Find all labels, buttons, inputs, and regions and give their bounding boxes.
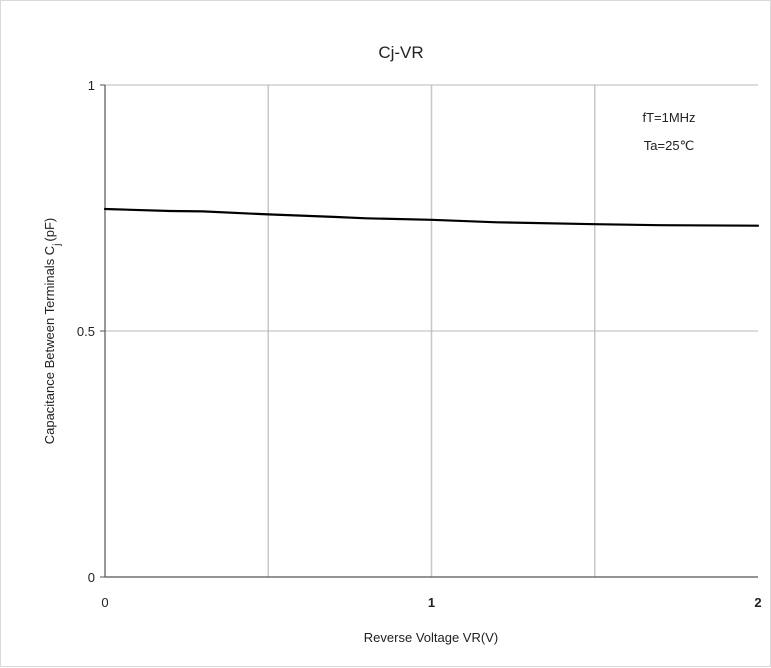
chart-title: Cj-VR xyxy=(378,43,423,62)
x-tick-label-1: 1 xyxy=(428,595,435,610)
y-axis-title: Capacitance Between Terminals Cj (pF) xyxy=(42,218,63,445)
x-tick-label-0: 0 xyxy=(101,595,108,610)
grid-layer xyxy=(105,84,758,577)
x-axis-title: Reverse Voltage VR(V) xyxy=(364,630,498,645)
y-axis-title-unit: (pF) xyxy=(42,218,57,242)
x-tick-label-2: 2 xyxy=(754,595,761,610)
y-axis-title-subscript: j xyxy=(52,244,63,247)
y-axis-title-main: Capacitance Between Terminals C xyxy=(42,246,57,444)
y-tick-label-0: 0 xyxy=(88,570,95,585)
annotation-temperature: Ta=25℃ xyxy=(644,138,694,153)
series-line-0 xyxy=(103,207,760,227)
y-tick-label-2: 1 xyxy=(88,78,95,93)
y-tick-label-1: 0.5 xyxy=(77,324,95,339)
axes-layer: 0 0.5 1 0 1 2 xyxy=(77,78,762,610)
series-layer xyxy=(103,207,760,227)
annotation-frequency: fT=1MHz xyxy=(642,110,695,125)
